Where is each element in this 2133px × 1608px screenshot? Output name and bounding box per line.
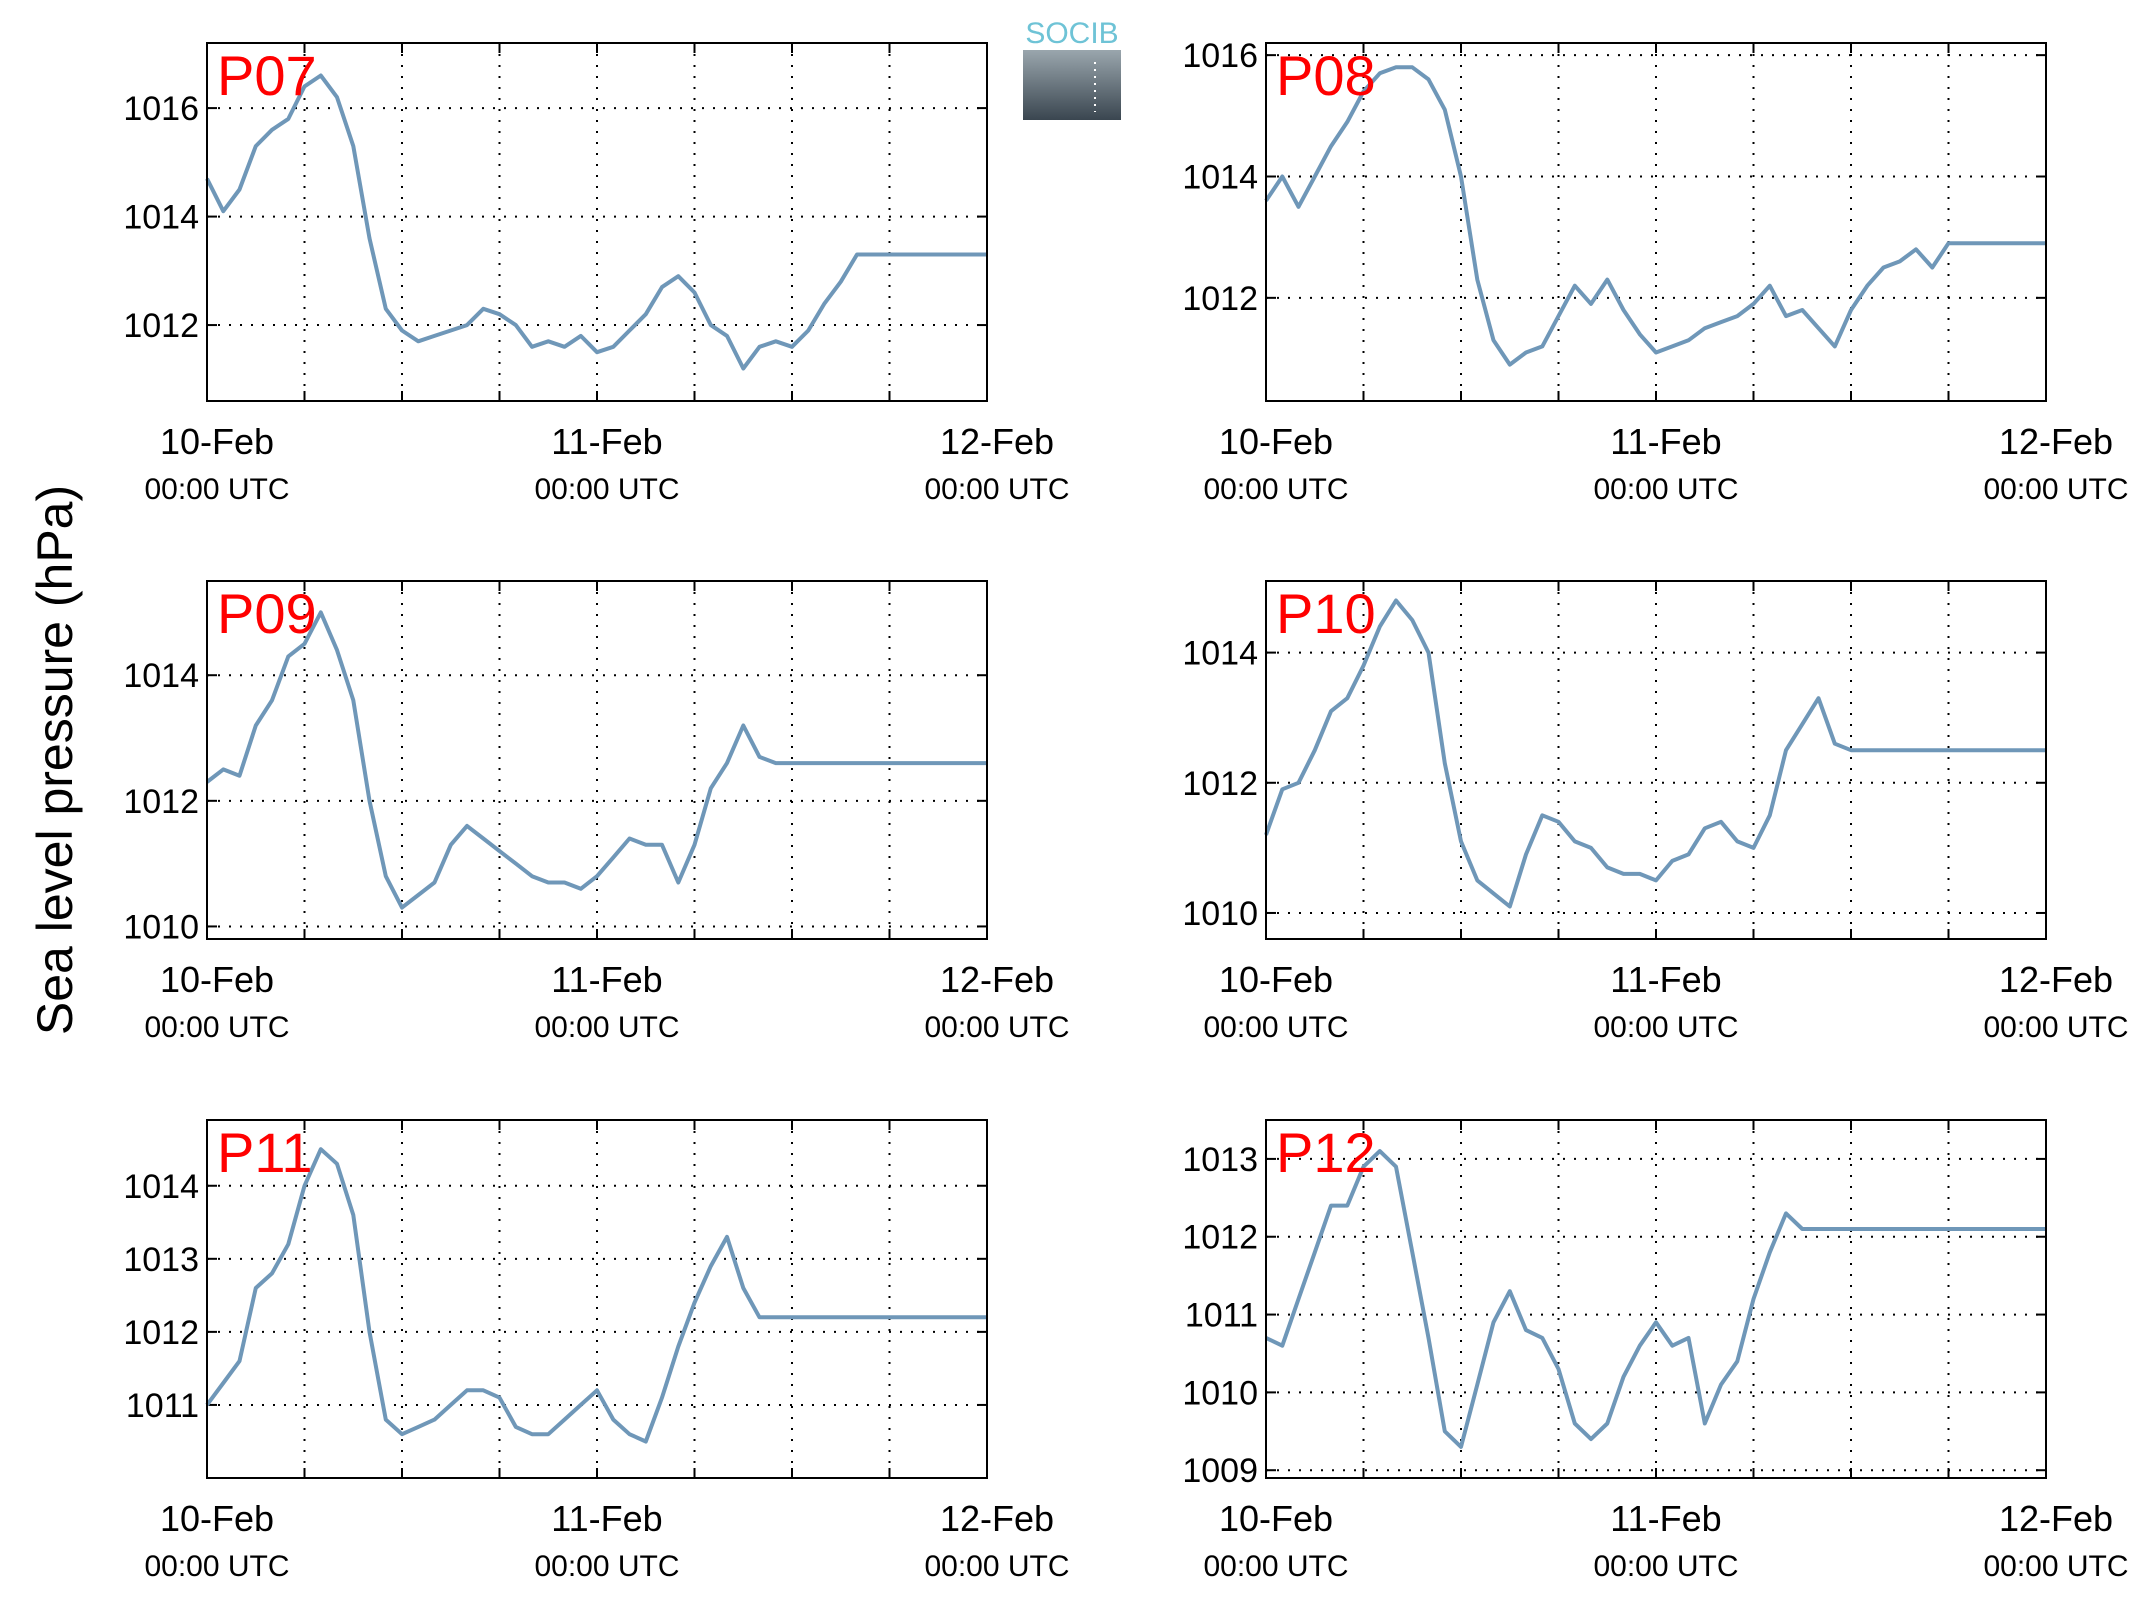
y-tick-label: 1016 [123, 90, 199, 128]
y-tick-label: 1010 [123, 908, 199, 946]
x-tick-label-date: 12-Feb [1999, 1498, 2113, 1539]
plot-area [1266, 1120, 2046, 1478]
x-tick-label-date: 12-Feb [940, 1498, 1054, 1539]
x-tick-label-time: 00:00 UTC [924, 1011, 1069, 1044]
y-tick-label: 1012 [123, 783, 199, 821]
y-tick-label: 1013 [123, 1241, 199, 1279]
x-tick-label-date: 11-Feb [1610, 959, 1721, 1000]
x-tick-label-time: 00:00 UTC [1203, 1011, 1348, 1044]
x-tick-label-date: 11-Feb [551, 959, 662, 1000]
y-tick-label: 1011 [1185, 1297, 1258, 1335]
x-tick-label-time: 00:00 UTC [144, 1550, 289, 1583]
plot-frame [1265, 1119, 2047, 1479]
x-tick-label-date: 12-Feb [940, 959, 1054, 1000]
x-tick-label-date: 12-Feb [1999, 959, 2113, 1000]
panel-p09: 1010 1012 1014 P09 10-Feb 00:00 UTC 11-Feb 00:0… [123, 580, 1070, 1044]
series-line [205, 610, 987, 910]
plot-area [1266, 43, 2046, 401]
series-line [205, 1147, 987, 1444]
plot-frame [1265, 580, 2047, 940]
panel-p12: 1009 1010 1011 1012 1013 P12 10-Feb 00:00 UTC 11… [1182, 1119, 2129, 1583]
x-tick-label-date: 11-Feb [1610, 421, 1721, 462]
x-tick-label-time: 00:00 UTC [1203, 473, 1348, 506]
plot-frame [206, 42, 988, 402]
panel-p08: 1012 1014 1016 P08 10-Feb 00:00 UTC 11-Feb 00:0… [1182, 37, 2128, 506]
socib-logo: SOCIB [1023, 17, 1121, 120]
x-tick-label-time: 00:00 UTC [534, 1550, 679, 1583]
plot-area [1266, 581, 2046, 939]
x-tick-label-time: 00:00 UTC [534, 1011, 679, 1044]
x-tick-label-date: 10-Feb [1219, 1498, 1333, 1539]
plot-frame [1265, 42, 2047, 402]
y-tick-label: 1012 [1182, 280, 1258, 318]
x-tick-label-time: 00:00 UTC [1593, 1011, 1738, 1044]
x-tick-label-date: 12-Feb [1999, 421, 2113, 462]
y-tick-label: 1010 [1182, 895, 1258, 933]
x-tick-label-time: 00:00 UTC [144, 1011, 289, 1044]
y-tick-label: 1010 [1182, 1374, 1258, 1412]
y-tick-label: 1014 [123, 1168, 199, 1206]
panel-label: P09 [217, 582, 317, 645]
x-tick-label-date: 12-Feb [940, 421, 1054, 462]
y-tick-label: 1011 [126, 1387, 199, 1425]
plot-area [207, 43, 987, 401]
series-line [1264, 598, 2046, 909]
panel-label: P11 [217, 1121, 312, 1184]
x-tick-label-date: 11-Feb [551, 1498, 662, 1539]
x-tick-label-time: 00:00 UTC [1983, 1011, 2128, 1044]
socib-logo-text: SOCIB [1025, 17, 1118, 50]
y-tick-label: 1009 [1182, 1452, 1258, 1490]
plot-area [207, 1120, 987, 1478]
x-tick-label-date: 10-Feb [1219, 959, 1333, 1000]
series-line [205, 73, 987, 371]
x-tick-label-time: 00:00 UTC [1983, 473, 2128, 506]
x-tick-label-time: 00:00 UTC [1203, 1550, 1348, 1583]
x-tick-label-time: 00:00 UTC [924, 1550, 1069, 1583]
y-axis-label: Sea level pressure (hPa) [27, 485, 83, 1035]
y-tick-label: 1014 [123, 657, 199, 695]
series-line [1265, 1149, 2046, 1449]
y-tick-label: 1016 [1182, 37, 1258, 75]
plot-frame [206, 1119, 988, 1479]
panel-label: P08 [1276, 44, 1376, 107]
y-tick-label: 1014 [1182, 635, 1258, 673]
x-tick-label-date: 11-Feb [551, 421, 662, 462]
x-tick-label-time: 00:00 UTC [1983, 1550, 2128, 1583]
x-tick-label-time: 00:00 UTC [1593, 1550, 1738, 1583]
x-tick-label-time: 00:00 UTC [924, 473, 1069, 506]
y-tick-label: 1012 [1182, 1219, 1258, 1257]
x-tick-label-time: 00:00 UTC [144, 473, 289, 506]
x-tick-label-date: 10-Feb [160, 959, 274, 1000]
x-tick-label-time: 00:00 UTC [1593, 473, 1738, 506]
panel-p10: 1010 1012 1014 P10 10-Feb 00:00 UTC 11-Feb 00:0… [1182, 580, 2129, 1044]
y-tick-label: 1014 [123, 199, 199, 237]
panel-p07: 1012 1014 1016 P07 10-Feb 00:00 UTC 11-Feb 00:0… [123, 42, 1070, 506]
y-tick-label: 1012 [1182, 765, 1258, 803]
x-tick-label-date: 10-Feb [160, 1498, 274, 1539]
x-tick-label-date: 10-Feb [160, 421, 274, 462]
x-tick-label-time: 00:00 UTC [534, 473, 679, 506]
panel-label: P12 [1276, 1121, 1376, 1184]
y-tick-label: 1013 [1182, 1141, 1258, 1179]
plot-area [207, 581, 987, 939]
y-tick-label: 1012 [123, 307, 199, 345]
panel-label: P10 [1276, 582, 1376, 645]
y-tick-label: 1012 [123, 1314, 199, 1352]
series-line [1264, 65, 2046, 367]
x-tick-label-date: 10-Feb [1219, 421, 1333, 462]
plot-frame [206, 580, 988, 940]
panel-label: P07 [217, 44, 317, 107]
x-tick-label-date: 11-Feb [1610, 1498, 1721, 1539]
panel-p11: 1011 1012 1013 1014 P11 10-Feb 00:00 UTC 11-Feb… [123, 1119, 1070, 1583]
y-tick-label: 1014 [1182, 158, 1258, 196]
socib-logo-block [1023, 50, 1121, 120]
